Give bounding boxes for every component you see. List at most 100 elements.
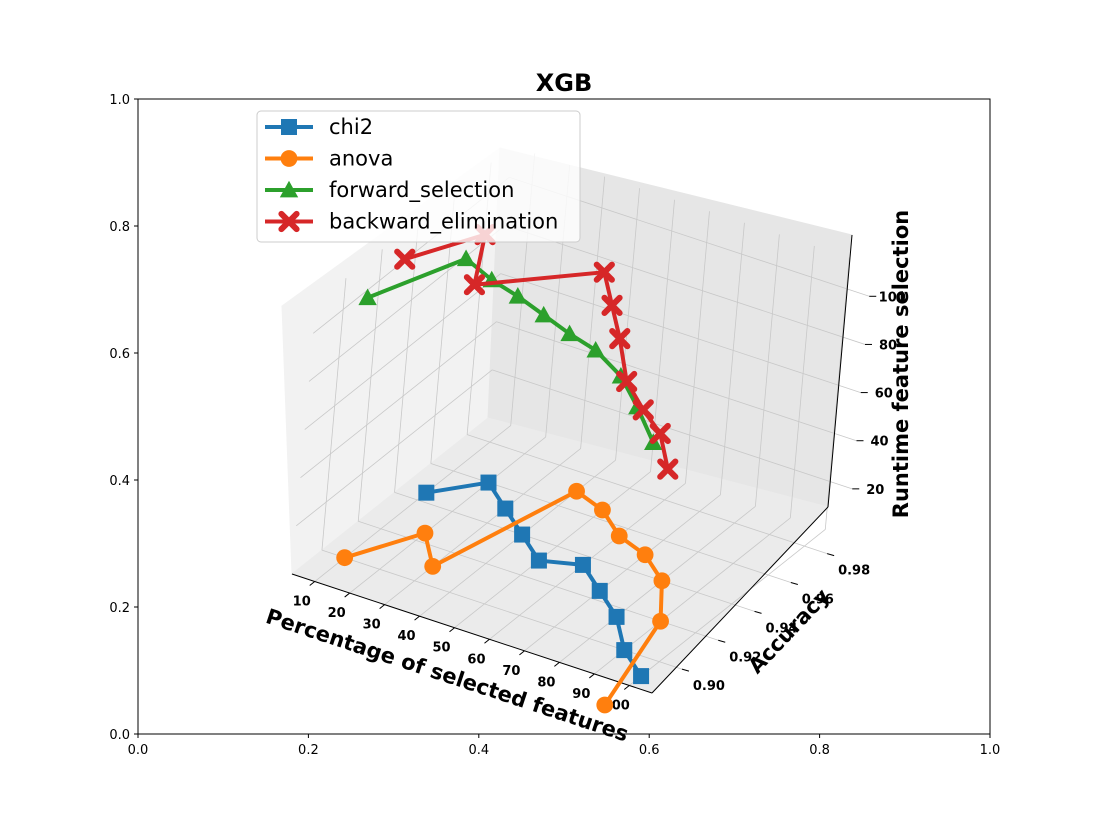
y-tick (718, 639, 726, 643)
data-point (336, 549, 354, 567)
data-point (657, 458, 679, 480)
z-tick-label: 20 (866, 483, 884, 498)
data-point (463, 274, 486, 296)
legend-item: chi2 (265, 115, 373, 139)
grid-x-back (789, 245, 815, 518)
x-tick (589, 673, 595, 679)
grid-x-back (720, 222, 745, 495)
x-tick (623, 685, 630, 690)
legend: chi2 anova forward_selection backward_elimi… (256, 110, 581, 243)
x-tick (449, 627, 455, 633)
x-tick-label: 70 (502, 664, 520, 679)
grid-z-back (492, 369, 853, 490)
legend-label: forward_selection (329, 178, 514, 203)
data-point (416, 524, 434, 542)
outer-frame (137, 98, 991, 735)
series-line (426, 480, 643, 678)
grid-z-back (504, 225, 866, 345)
outer-x-tick-label: 0.0 (128, 743, 149, 758)
outer-x-tick-label: 0.8 (809, 743, 830, 758)
data-point (394, 248, 416, 270)
z-axis-line (827, 234, 853, 508)
x-tick (519, 650, 525, 656)
data-point (358, 288, 377, 306)
grid-z-side (295, 369, 493, 527)
outer-axis-ticks: 0.0 0.2 0.4 0.6 0.8 1.0 0.0 0.2 0.4 0.6 0.8 1.0 (109, 93, 1000, 758)
grid-x-floor (349, 436, 546, 594)
x-axis-line (291, 573, 653, 694)
x-tick-label: 20 (328, 606, 346, 621)
grid-x-floor (454, 471, 651, 629)
legend-item: anova (265, 147, 393, 171)
x-tick-label: 80 (537, 675, 555, 690)
data-point (530, 552, 547, 569)
x-tick (554, 661, 560, 667)
x-tick (344, 592, 350, 598)
z-tick-label: 60 (875, 387, 893, 402)
series-chi2 (418, 474, 650, 685)
legend-label: chi2 (329, 115, 373, 139)
data-point (652, 612, 669, 630)
y-tick (754, 610, 762, 614)
chart-title: XGB (536, 69, 593, 97)
x-tick (414, 615, 420, 621)
grid-x-back (824, 257, 850, 530)
z-axis-label: Runtime feature selection (889, 210, 913, 518)
grid-x-back (754, 234, 780, 507)
legend-label: backward_elimination (329, 210, 558, 235)
x-tick (309, 581, 316, 586)
grid-y-floor (394, 492, 755, 612)
data-point (480, 474, 497, 491)
data-point (591, 582, 608, 599)
legend-item: backward_elimination (265, 210, 558, 235)
y-tick (826, 553, 835, 557)
grid-x-back (615, 188, 640, 461)
series-layer (336, 224, 679, 714)
series-anova (336, 482, 671, 714)
data-point (568, 482, 585, 500)
outer-y-tick-label: 0.6 (109, 347, 130, 362)
legend-item: forward_selection (265, 178, 514, 203)
data-point (456, 249, 476, 267)
z-tick-label: 40 (870, 435, 888, 450)
outer-y-tick-label: 0.4 (109, 474, 130, 489)
outer-y-tick-label: 0.8 (109, 220, 130, 235)
data-point (596, 696, 614, 714)
grid-x-floor (384, 448, 581, 605)
y-tick-label: 0.90 (693, 679, 725, 694)
legend-marker (279, 180, 299, 198)
z-tick-label: 100 (879, 290, 906, 305)
data-point (601, 294, 623, 316)
x-tick (379, 604, 385, 610)
legend-frame (256, 110, 581, 243)
grid-z-side (304, 273, 501, 430)
outer-y-tick-label: 0.0 (109, 728, 130, 743)
series-line (344, 489, 664, 707)
grid-z-side (300, 321, 497, 479)
data-point (636, 546, 654, 564)
data-point (508, 287, 528, 304)
outer-x-tick-label: 0.2 (298, 743, 319, 758)
data-point (497, 500, 514, 517)
y-tick-label: 0.94 (765, 621, 797, 636)
grid-z-side (308, 225, 506, 382)
y-tick-label: 0.98 (838, 564, 870, 579)
outer-y-tick-label: 0.2 (109, 601, 130, 616)
data-point (560, 324, 579, 342)
grid-x-back (685, 211, 710, 484)
grid-x-floor (629, 529, 826, 686)
grid-z-back (496, 321, 857, 442)
y-tick-label: 0.96 (802, 593, 834, 608)
x-tick-label: 60 (467, 652, 485, 667)
legend-marker (281, 119, 297, 135)
data-point (424, 557, 442, 575)
outer-x-tick-label: 0.4 (468, 743, 489, 758)
series-line (404, 232, 670, 470)
x-tick-label: 10 (293, 595, 311, 610)
x-tick-label: 50 (432, 641, 450, 656)
data-point (418, 484, 435, 501)
data-point (608, 608, 625, 625)
y-axis-line (651, 506, 829, 694)
data-point (534, 305, 553, 323)
